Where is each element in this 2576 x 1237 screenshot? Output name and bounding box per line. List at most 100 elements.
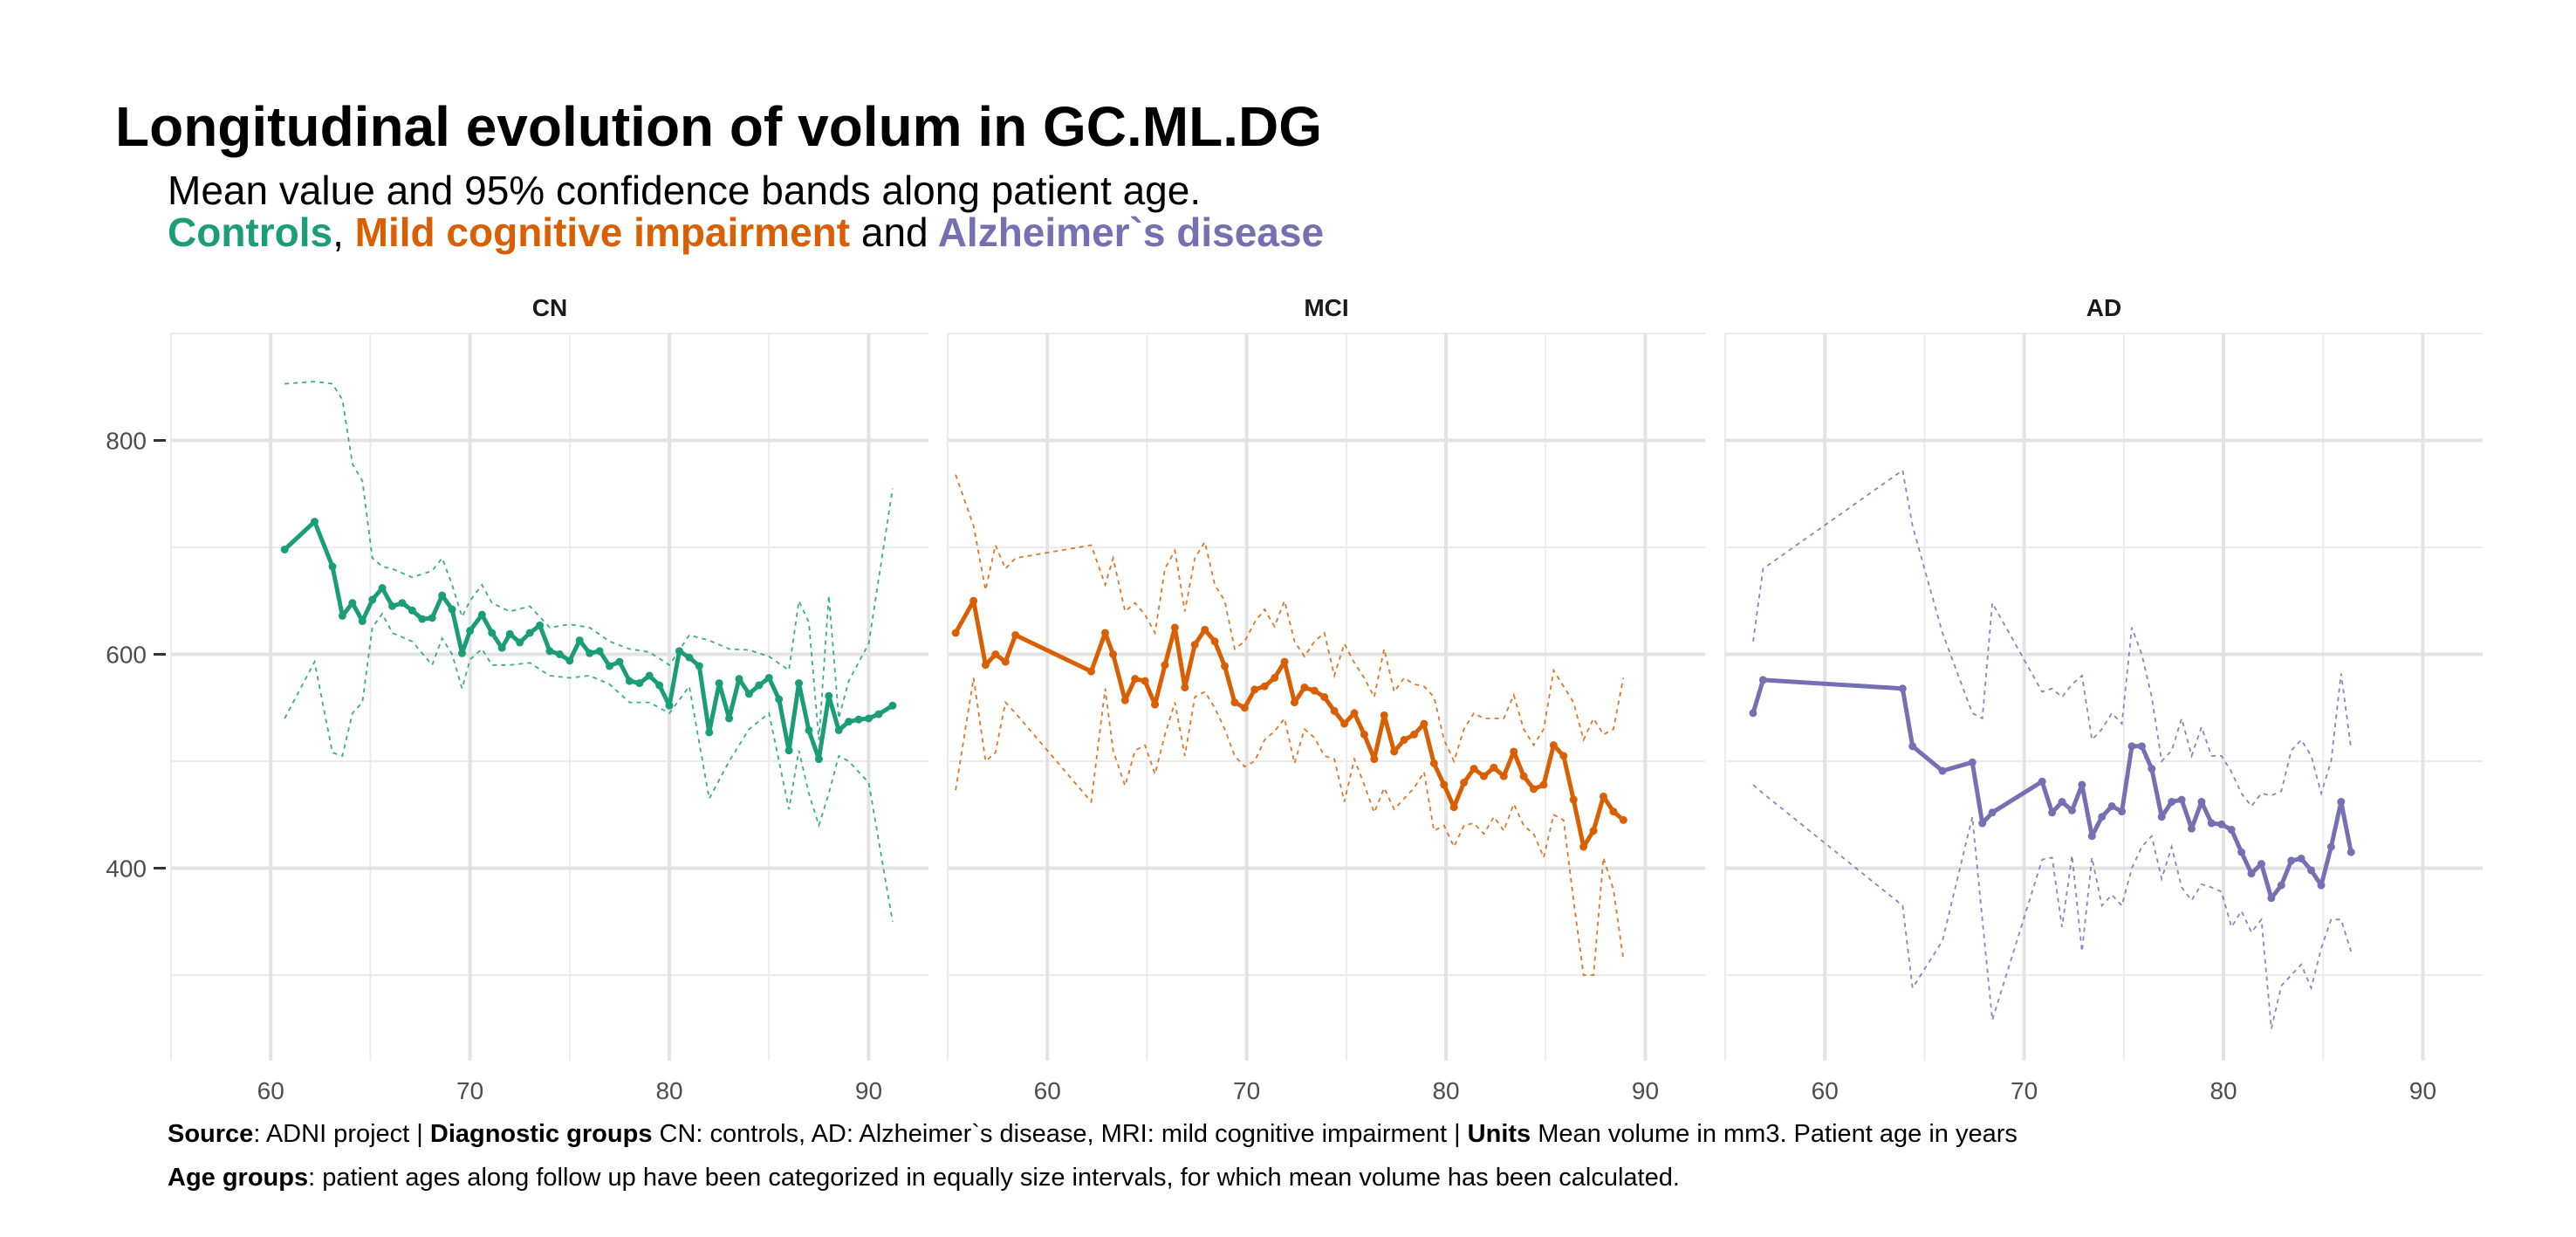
- data-point-ad: [2197, 798, 2206, 807]
- caption-age-text: : patient ages along follow up have been…: [308, 1164, 1680, 1192]
- data-point-mci: [1609, 807, 1618, 816]
- caption-source-text: : ADNI project |: [253, 1120, 430, 1148]
- data-point-cn: [735, 675, 743, 684]
- data-point-mci: [1410, 730, 1419, 739]
- data-point-cn: [398, 599, 407, 608]
- x-tick-label: 70: [1233, 1077, 1260, 1104]
- data-point-mci: [1549, 741, 1558, 750]
- caption-source: Source: ADNI project | Diagnostic groups…: [168, 1120, 2018, 1149]
- data-point-mci: [1449, 803, 1458, 812]
- data-point-mci: [1109, 650, 1118, 658]
- data-point-ad: [2237, 848, 2246, 856]
- data-point-mci: [1370, 755, 1379, 764]
- data-point-cn: [744, 690, 753, 698]
- data-point-cn: [645, 671, 654, 680]
- data-point-mci: [1530, 785, 1538, 794]
- data-point-cn: [665, 701, 674, 710]
- caption-units-label: Units: [1467, 1120, 1531, 1148]
- data-point-mci: [1201, 625, 1209, 634]
- controls-label: Controls: [168, 210, 333, 255]
- data-point-cn: [705, 728, 714, 737]
- caption-groups-label: Diagnostic groups: [429, 1120, 653, 1148]
- confidence-band-upper-mci: [955, 474, 1625, 764]
- x-tick-label: 60: [257, 1077, 284, 1104]
- x-tick-label: 70: [2011, 1077, 2038, 1104]
- data-point-cn: [784, 746, 793, 755]
- data-point-ad: [1968, 758, 1977, 766]
- data-point-cn: [497, 643, 506, 652]
- data-point-ad: [2038, 777, 2046, 786]
- data-point-ad: [2148, 765, 2156, 773]
- data-point-cn: [825, 691, 833, 700]
- panel-label: AD: [2086, 294, 2121, 321]
- data-point-ad: [1988, 808, 1997, 817]
- data-point-mci: [1420, 719, 1428, 728]
- data-point-cn: [764, 673, 773, 682]
- data-point-mci: [1470, 765, 1478, 773]
- data-point-mci: [1280, 657, 1289, 666]
- data-point-cn: [814, 755, 823, 764]
- x-tick-label: 80: [655, 1077, 682, 1104]
- data-point-ad: [2058, 798, 2066, 807]
- data-point-cn: [715, 679, 723, 688]
- data-point-ad: [2217, 820, 2226, 828]
- data-point-mci: [1559, 752, 1568, 760]
- data-point-cn: [310, 518, 319, 526]
- caption-groups-text: CN: controls, AD: Alzheimer`s disease, M…: [652, 1120, 1468, 1148]
- x-tick-label: 60: [1812, 1077, 1839, 1104]
- caption-age-groups: Age groups: patient ages along follow up…: [168, 1164, 1680, 1192]
- data-point-mci: [1380, 711, 1388, 719]
- data-point-cn: [625, 677, 634, 685]
- data-point-cn: [348, 599, 357, 608]
- data-point-cn: [466, 627, 475, 636]
- x-tick-label: 80: [1432, 1077, 1459, 1104]
- data-point-cn: [457, 649, 466, 657]
- data-point-cn: [655, 681, 664, 690]
- data-point-mci: [1086, 667, 1095, 676]
- data-point-ad: [2346, 848, 2355, 856]
- data-point-mci: [1100, 629, 1109, 637]
- data-point-cn: [864, 714, 873, 723]
- data-point-cn: [615, 657, 624, 666]
- chart-title: Longitudinal evolution of volum in GC.ML…: [115, 95, 1322, 158]
- data-point-mci: [1589, 827, 1598, 835]
- confidence-band-lower-ad: [1752, 784, 2353, 1029]
- data-point-ad: [1908, 742, 1917, 751]
- data-point-cn: [378, 584, 387, 593]
- data-point-cn: [505, 629, 514, 638]
- data-point-mci: [1170, 623, 1179, 632]
- data-point-mci: [1001, 657, 1010, 666]
- ad-label: Alzheimer`s disease: [937, 210, 1325, 255]
- data-point-cn: [725, 714, 734, 723]
- data-point-mci: [1499, 772, 1508, 780]
- data-point-cn: [545, 647, 554, 656]
- subtitle-line-1: Mean value and 95% confidence bands alon…: [168, 168, 1202, 213]
- data-point-ad: [1749, 709, 1757, 718]
- data-point-cn: [854, 715, 863, 724]
- data-point-mci: [1579, 842, 1588, 851]
- x-tick-label: 70: [456, 1077, 483, 1104]
- x-tick-label: 80: [2209, 1077, 2237, 1104]
- data-point-cn: [888, 701, 897, 710]
- data-point-mci: [1440, 780, 1449, 789]
- data-point-mci: [1300, 683, 1309, 691]
- mean-line-cn: [283, 519, 894, 761]
- data-point-cn: [795, 679, 804, 688]
- data-point-ad: [2168, 798, 2176, 807]
- data-point-cn: [418, 615, 427, 623]
- data-point-ad: [2337, 798, 2346, 807]
- x-tick-label: 90: [1632, 1077, 1659, 1104]
- data-point-mci: [1290, 698, 1298, 707]
- data-point-mci: [1390, 747, 1399, 756]
- data-point-cn: [368, 595, 377, 604]
- data-point-cn: [525, 629, 534, 637]
- data-point-ad: [2307, 866, 2316, 875]
- data-point-ad: [2107, 801, 2116, 810]
- data-point-ad: [2127, 742, 2136, 751]
- data-point-mci: [1510, 747, 1518, 756]
- data-point-mci: [1141, 677, 1149, 685]
- caption-units-text: Mean volume in mm3. Patient age in years: [1531, 1120, 2018, 1148]
- data-point-cn: [358, 617, 367, 626]
- x-tick-label: 90: [855, 1077, 882, 1104]
